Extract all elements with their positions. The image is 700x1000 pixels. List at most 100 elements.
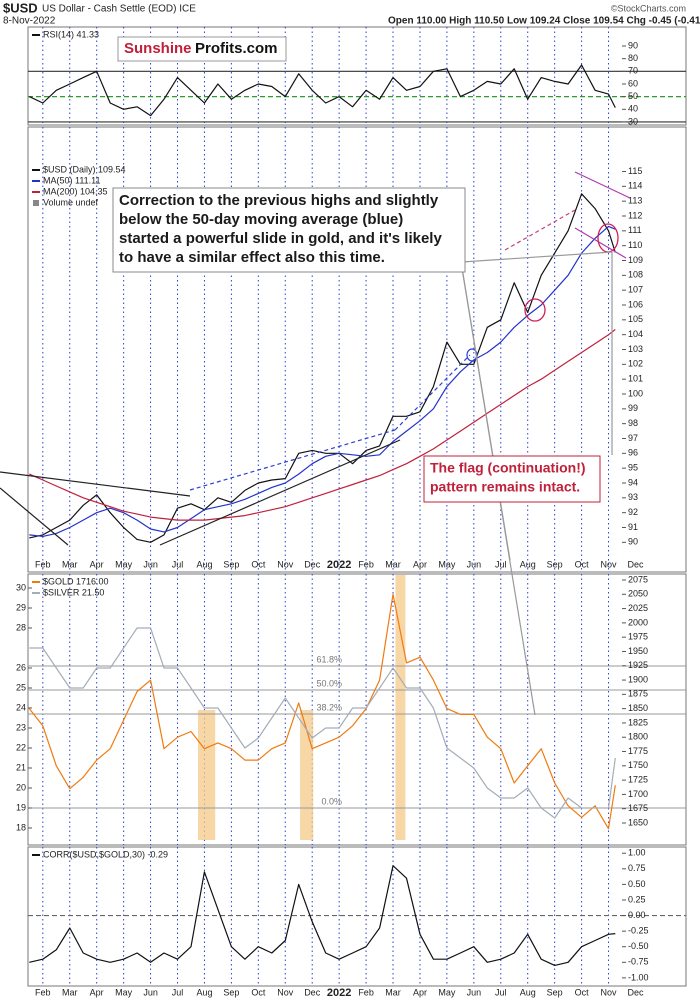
x-tick-label: Mar — [62, 987, 78, 997]
x-tick-label: Feb — [358, 987, 374, 997]
legend-label: RSI(14) 41.33 — [43, 29, 99, 39]
logo-box — [117, 36, 287, 62]
panel-frame — [27, 573, 687, 846]
y-tick-label: 24 — [16, 702, 26, 712]
y-tick-label: 30 — [16, 582, 26, 592]
y-tick-label: 30 — [628, 116, 638, 126]
y-tick-label: 80 — [628, 53, 638, 63]
y-tick-label: 113 — [628, 196, 642, 206]
y-tick-label: 0.75 — [628, 863, 646, 873]
x-tick-label: Feb — [35, 559, 51, 569]
y-tick-label: 28 — [16, 622, 26, 632]
annotation-text: below the 50-day moving average (blue) — [119, 211, 403, 228]
fib-label: 38.2% — [316, 702, 342, 712]
x-tick-label: May — [115, 559, 133, 569]
y-tick-label: 1750 — [628, 760, 648, 770]
x-tick-label: Dec — [304, 987, 321, 997]
x-tick-label: Apr — [413, 559, 427, 569]
x-tick-label: Aug — [196, 559, 212, 569]
x-tick-label: Mar — [385, 987, 401, 997]
annotation-text: Correction to the previous highs and sli… — [119, 192, 439, 209]
trend-line — [0, 487, 69, 546]
logo-text: Profits.com — [195, 40, 278, 57]
fib-label: 0.0% — [321, 796, 342, 806]
y-tick-label: -0.50 — [628, 941, 649, 951]
y-tick-label: 99 — [628, 403, 638, 413]
fib-label: 50.0% — [316, 678, 342, 688]
y-tick-label: 2000 — [628, 617, 648, 627]
x-tick-label: Feb — [35, 987, 51, 997]
x-tick-label: Dec — [627, 559, 644, 569]
highlight-circle — [524, 298, 546, 322]
x-tick-label: Apr — [90, 559, 104, 569]
channel-line — [189, 429, 396, 491]
y-tick-label: 101 — [628, 374, 643, 384]
x-tick-label: Dec — [304, 559, 321, 569]
y-tick-label: 98 — [628, 418, 638, 428]
x-tick-label: Aug — [520, 987, 536, 997]
trend-line — [159, 439, 401, 546]
x-tick-label: Aug — [520, 559, 536, 569]
y-tick-label: 1725 — [628, 774, 648, 784]
x-tick-label: 2022 — [327, 987, 351, 999]
flag-line — [574, 171, 631, 199]
y-tick-label: 18 — [16, 822, 26, 832]
x-tick-label: Apr — [413, 987, 427, 997]
y-tick-label: 100 — [628, 388, 643, 398]
pointer — [461, 267, 511, 561]
x-tick-label: Jul — [172, 559, 184, 569]
trend-line — [0, 471, 191, 497]
legend-label: $SILVER 21.50 — [43, 587, 104, 597]
x-tick-label: May — [115, 987, 133, 997]
y-tick-label: 21 — [16, 762, 26, 772]
x-tick-label: Jul — [172, 987, 184, 997]
x-tick-label: Aug — [196, 987, 212, 997]
x-tick-label: Nov — [277, 559, 294, 569]
legend-label: MA(200) 104.35 — [43, 186, 108, 196]
y-tick-label: 108 — [628, 270, 643, 280]
x-tick-label: Jun — [467, 559, 482, 569]
legend-swatch — [33, 200, 39, 206]
y-tick-label: 25 — [16, 682, 26, 692]
y-tick-label: 1800 — [628, 732, 648, 742]
series-line — [29, 627, 616, 819]
y-tick-label: 23 — [16, 722, 26, 732]
x-tick-label: Nov — [601, 559, 618, 569]
y-tick-label: 91 — [628, 522, 638, 532]
series-line — [29, 329, 616, 521]
y-tick-label: 1850 — [628, 703, 648, 713]
instrument-name: US Dollar - Cash Settle (EOD) ICE — [42, 4, 196, 15]
y-tick-label: -0.25 — [628, 926, 649, 936]
x-tick-label: Dec — [627, 987, 644, 997]
channel-line — [394, 354, 471, 431]
y-tick-label: 115 — [628, 166, 642, 176]
y-tick-label: 109 — [628, 255, 643, 265]
y-tick-label: 103 — [628, 344, 643, 354]
x-tick-label: Feb — [358, 559, 374, 569]
y-tick-label: 70 — [628, 66, 638, 76]
legend-label: MA(50) 111.11 — [43, 175, 101, 185]
x-tick-label: Mar — [385, 559, 401, 569]
annotation-box — [423, 455, 601, 503]
legend-label: $GOLD 1716.00 — [43, 576, 109, 586]
y-tick-label: 94 — [628, 477, 638, 487]
y-tick-label: 1825 — [628, 717, 648, 727]
pointer — [461, 251, 613, 263]
x-tick-label: Oct — [575, 987, 590, 997]
y-tick-label: 26 — [16, 662, 26, 672]
y-tick-label: 1650 — [628, 817, 648, 827]
highlight-circle — [466, 348, 478, 362]
y-tick-label: 29 — [16, 602, 26, 612]
y-tick-label: 1975 — [628, 632, 648, 642]
y-tick-label: 0.00 — [628, 910, 646, 920]
panel-frame — [27, 26, 687, 126]
y-tick-label: 1.00 — [628, 848, 646, 858]
y-tick-label: 1950 — [628, 646, 648, 656]
y-tick-label: 114 — [628, 181, 642, 191]
x-tick-label: Sep — [547, 559, 563, 569]
y-tick-label: 0.25 — [628, 894, 646, 904]
y-tick-label: 1925 — [628, 660, 648, 670]
x-tick-label: Jul — [495, 559, 507, 569]
y-tick-label: 110 — [628, 240, 642, 250]
